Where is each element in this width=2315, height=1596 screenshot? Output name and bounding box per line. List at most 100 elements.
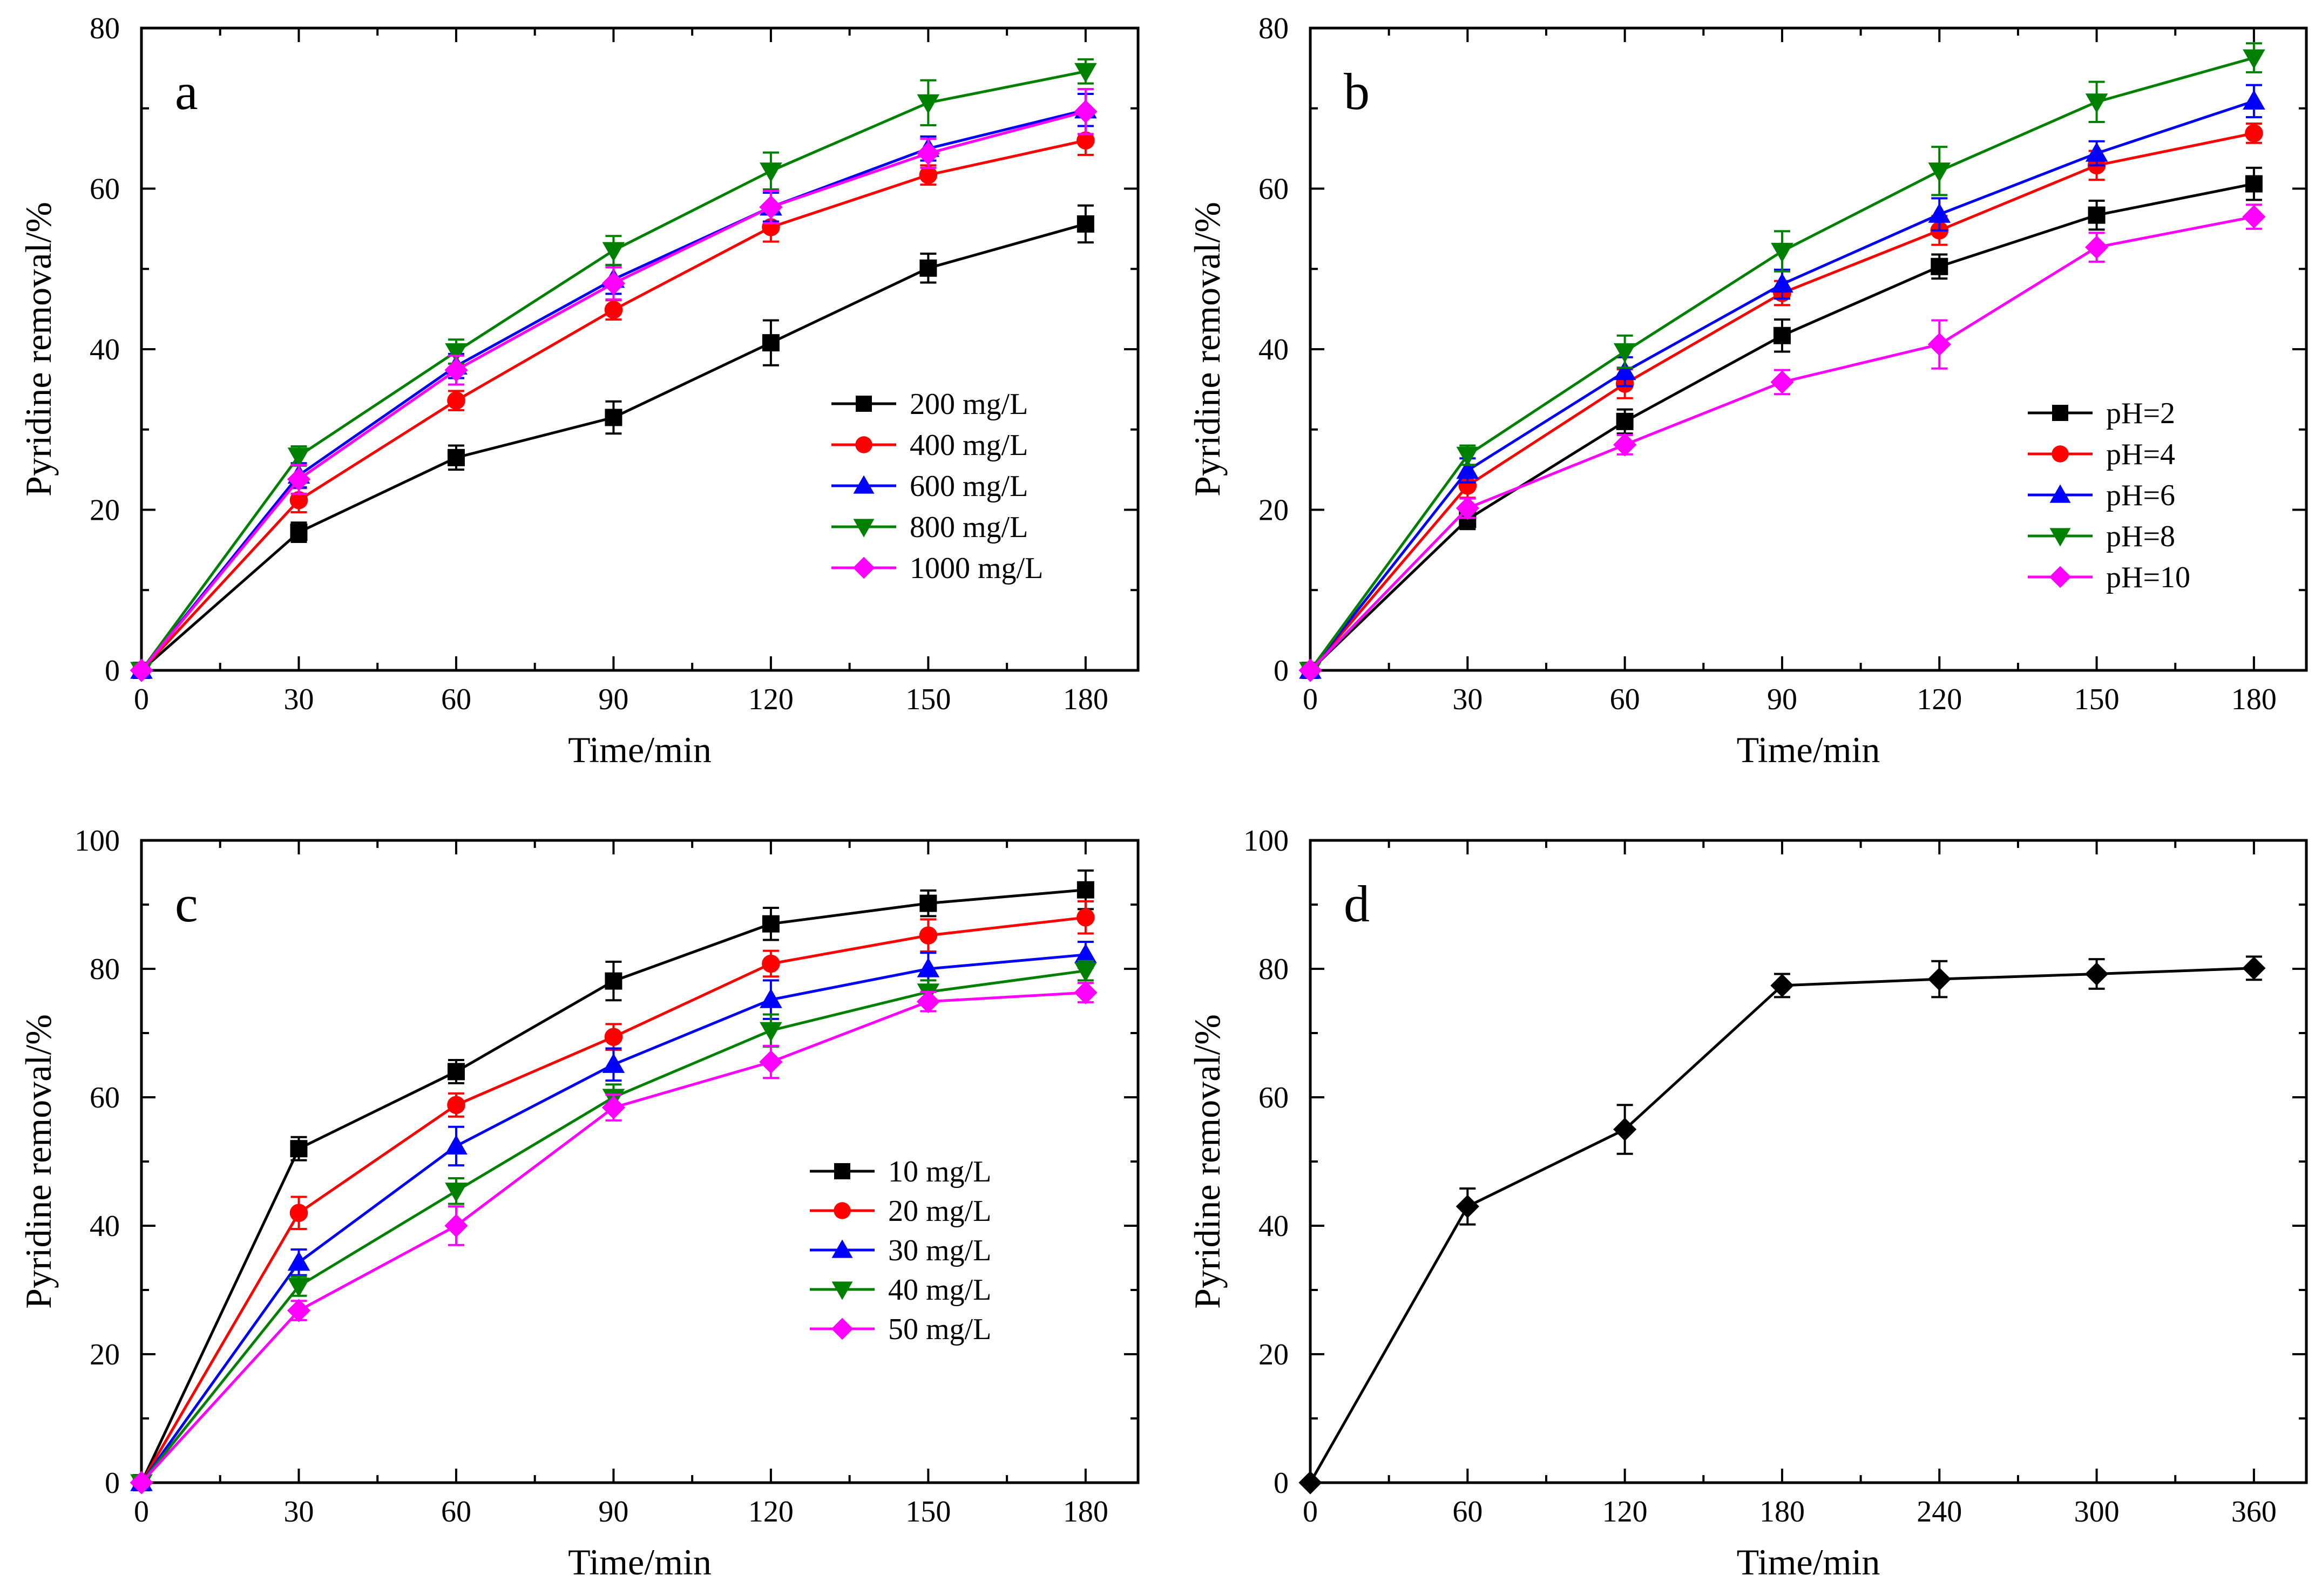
data-point	[604, 301, 623, 319]
x-tick-label: 300	[2074, 1495, 2120, 1529]
data-point	[1770, 974, 1794, 997]
x-tick-label: 360	[2231, 1495, 2277, 1529]
data-point	[602, 1053, 625, 1073]
y-tick-label: 40	[1258, 333, 1289, 366]
legend-marker	[834, 1202, 851, 1219]
data-point	[1077, 881, 1094, 899]
chart-panel-c: 0 30 60 90 120 150 180 0 20 40 60 80 100 Time/min Pyri…	[18, 824, 1140, 1583]
data-point	[289, 1204, 308, 1222]
legend-marker	[831, 1239, 853, 1258]
data-point	[1077, 215, 1094, 233]
data-point	[1771, 242, 1793, 263]
data-point	[447, 1063, 465, 1081]
x-tick-label: 0	[1303, 683, 1318, 716]
y-axis-label: Pyridine removal/%	[1187, 1014, 1228, 1309]
data-point	[1298, 1471, 1322, 1495]
x-tick-label: 60	[1610, 683, 1640, 716]
y-tick-label: 80	[1258, 12, 1289, 45]
series-ph-2	[1302, 166, 2263, 679]
data-point	[1931, 257, 1948, 275]
legend-entry: 1000 mg/L	[910, 552, 1043, 585]
data-point	[130, 1471, 153, 1495]
data-point	[1771, 273, 1793, 293]
legend-entry: pH=6	[2106, 479, 2175, 512]
x-tick-label: 120	[748, 1495, 794, 1529]
data-point	[760, 988, 782, 1008]
chart-panel-a: 0 30 60 90 120 150 180 0 20 40 60 80 Time/min Pyridin…	[18, 12, 1140, 770]
legend-marker	[2052, 445, 2069, 463]
x-tick-label: 60	[441, 1495, 471, 1529]
y-tick-label: 40	[90, 333, 120, 366]
series-50-mg-l	[130, 981, 1098, 1495]
data-point	[2243, 90, 2265, 110]
data-point	[445, 1135, 468, 1155]
data-point	[2088, 206, 2106, 224]
series-20-mg-l	[132, 900, 1095, 1492]
data-point	[1613, 433, 1637, 457]
x-tick-label: 120	[1917, 683, 1962, 716]
series-line	[1309, 967, 2254, 1484]
legend-marker	[852, 556, 875, 579]
x-axis-label: Time/min	[568, 729, 712, 770]
data-point	[604, 1028, 623, 1046]
data-point	[1074, 943, 1097, 963]
legend-marker	[831, 1317, 854, 1340]
data-point	[602, 242, 625, 262]
data-point	[445, 1183, 468, 1203]
legend-entry: 20 mg/L	[888, 1194, 991, 1228]
data-point	[1616, 412, 1634, 430]
x-tick-label: 180	[1063, 1495, 1108, 1529]
legend-entry: pH=4	[2106, 438, 2175, 471]
x-tick-label: 150	[905, 683, 951, 716]
data-point	[916, 141, 940, 165]
data-point	[917, 94, 940, 114]
data-point	[1077, 131, 1095, 150]
x-tick-label: 150	[2074, 683, 2120, 716]
x-tick-label: 30	[283, 1495, 314, 1529]
data-point	[916, 990, 940, 1014]
data-point	[447, 449, 465, 466]
data-point	[2245, 124, 2263, 142]
series-data	[1298, 955, 2266, 1495]
x-tick-label: 180	[1063, 683, 1108, 716]
x-tick-label: 30	[1452, 683, 1483, 716]
legend-marker	[2049, 484, 2071, 503]
data-point	[290, 1140, 308, 1158]
y-axis-label: Pyridine removal/%	[18, 202, 59, 497]
data-point	[919, 166, 938, 185]
data-point	[1456, 1194, 1479, 1218]
y-tick-label: 60	[90, 1081, 120, 1115]
data-point	[1074, 981, 1098, 1004]
data-point	[287, 1299, 311, 1322]
data-point	[1074, 100, 1098, 124]
data-point	[919, 926, 938, 945]
legend-entry: 30 mg/L	[888, 1234, 991, 1267]
data-point	[290, 524, 308, 541]
data-point	[1456, 459, 1479, 479]
x-axis-label: Time/min	[1737, 729, 1880, 770]
panel-letter: c	[175, 875, 198, 933]
data-point	[444, 358, 468, 382]
legend-entry: pH=2	[2106, 397, 2175, 430]
data-point	[605, 972, 622, 990]
data-point	[760, 1022, 782, 1042]
y-tick-label: 0	[105, 654, 120, 688]
legend-marker	[853, 475, 875, 494]
x-tick-label: 90	[1767, 683, 1797, 716]
data-point	[445, 343, 468, 363]
data-point	[1458, 477, 1477, 495]
data-point	[287, 1251, 310, 1271]
x-tick-label: 180	[1759, 1495, 1805, 1529]
panel-letter: b	[1344, 63, 1370, 120]
legend-entry: 10 mg/L	[888, 1155, 991, 1188]
series-ph-10	[1298, 203, 2266, 682]
data-point	[919, 259, 937, 277]
series-1000-mg-l	[130, 88, 1098, 682]
y-tick-label: 20	[90, 494, 120, 527]
data-point	[1613, 360, 1636, 381]
y-tick-label: 60	[90, 173, 120, 206]
data-point	[601, 1096, 626, 1119]
panel-letter: d	[1344, 875, 1370, 933]
legend-entry: 50 mg/L	[888, 1313, 991, 1346]
legend-marker	[855, 436, 872, 453]
